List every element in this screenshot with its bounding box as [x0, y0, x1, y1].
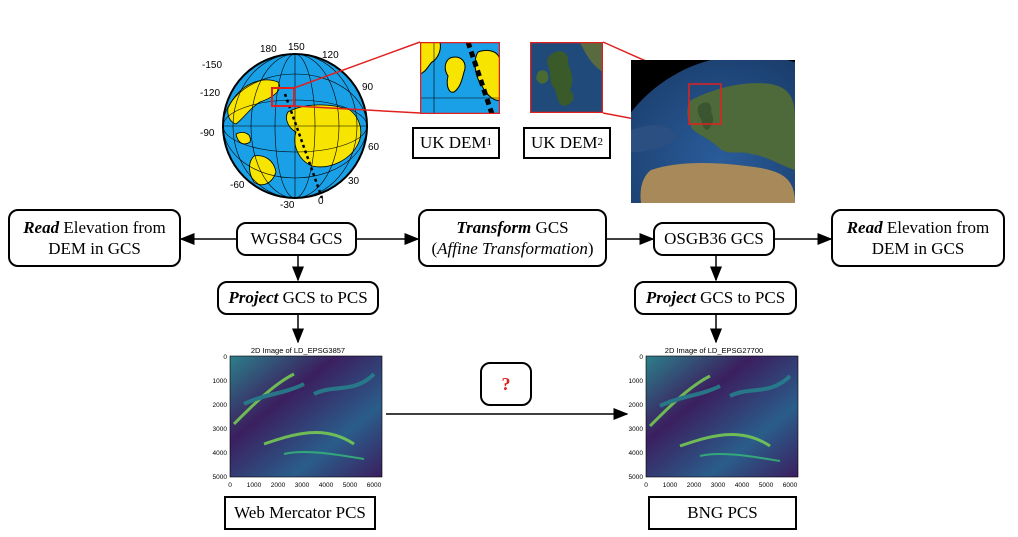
uk-highlight-box: [688, 83, 722, 125]
x-tick: 5000: [759, 482, 774, 489]
uk-highlight-box: [271, 87, 295, 107]
y-tick: 2000: [629, 402, 644, 409]
y-tick: 1000: [629, 378, 644, 385]
uk-dem-1-text: UK DEM: [419, 133, 487, 153]
satellite-earth-image: [631, 60, 795, 203]
transform-emphasis: Transform: [456, 217, 532, 237]
uk-dem-2-text: UK DEM: [530, 133, 598, 153]
read-emphasis: Read: [846, 217, 883, 237]
question-mark: ?: [501, 373, 511, 394]
globe-illustration: -150 -120 -90 -60 -30 180 150 120 90 60 …: [200, 42, 380, 211]
lon-label: 150: [288, 42, 305, 53]
x-tick: 0: [644, 482, 648, 489]
read-line2: DEM in GCS: [871, 239, 965, 258]
lon-label: 90: [362, 82, 374, 93]
y-tick: 1000: [213, 378, 228, 385]
x-tick: 5000: [343, 482, 358, 489]
y-tick: 2000: [213, 402, 228, 409]
project-emphasis: Project: [228, 288, 279, 308]
lon-label: 180: [260, 44, 277, 55]
x-tick: 6000: [783, 482, 798, 489]
x-tick: 6000: [367, 482, 382, 489]
uk-dem-2-label: UK DEM 2: [523, 127, 611, 159]
web-mercator-pcs-box: Web Mercator PCS: [224, 496, 376, 530]
project-rest: GCS to PCS: [695, 288, 786, 308]
lon-label: -60: [230, 180, 245, 191]
lon-label: 60: [368, 142, 380, 153]
osgb36-gcs-box: OSGB36 GCS: [653, 222, 775, 256]
read-elevation-right-box: Read Elevation from DEM in GCS: [831, 209, 1005, 267]
plot-title: 2D Image of LD_EPSG3857: [251, 346, 345, 355]
transform-paren-open: (: [431, 239, 438, 258]
bng-pcs-box: BNG PCS: [648, 496, 797, 530]
lon-label: 0: [318, 196, 324, 207]
x-tick: 4000: [319, 482, 334, 489]
lon-label: 30: [348, 176, 360, 187]
y-tick: 3000: [213, 426, 228, 433]
read-line2: DEM in GCS: [48, 239, 141, 258]
transform-affine: Affine Transformation: [437, 239, 588, 258]
lon-label: -120: [200, 88, 220, 99]
dem-plot-left: 2D Image of LD_EPSG3857 0 1000 2000 3000…: [213, 346, 383, 489]
bng-text: BNG PCS: [687, 503, 758, 523]
y-tick: 5000: [213, 474, 228, 481]
y-tick: 5000: [629, 474, 644, 481]
lon-label: -150: [202, 60, 222, 71]
x-tick: 1000: [247, 482, 262, 489]
lon-label: 120: [322, 50, 339, 61]
uk-dem-1-superscript: 1: [486, 136, 493, 149]
read-elevation-left-box: Read Elevation from DEM in GCS: [8, 209, 181, 267]
y-tick: 3000: [629, 426, 644, 433]
lon-label: -90: [200, 128, 215, 139]
project-rest: GCS to PCS: [278, 288, 368, 308]
read-emphasis: Read: [23, 217, 60, 237]
read-rest: Elevation from: [59, 217, 166, 237]
x-tick: 3000: [711, 482, 726, 489]
y-tick: 4000: [629, 450, 644, 457]
wgs84-gcs-box: WGS84 GCS: [236, 222, 357, 256]
web-mercator-text: Web Mercator PCS: [234, 503, 366, 523]
x-tick: 2000: [687, 482, 702, 489]
osgb36-text: OSGB36 GCS: [664, 229, 764, 249]
question-box: ?: [480, 362, 532, 406]
transform-rest: GCS: [531, 217, 569, 237]
uk-dem-1-label: UK DEM 1: [412, 127, 500, 159]
dem-plot-right: 2D Image of LD_EPSG27700 0 1000 2000 300…: [629, 346, 799, 489]
uk-dem-2-superscript: 2: [597, 136, 604, 149]
transform-paren-close: ): [587, 239, 594, 258]
wgs84-text: WGS84 GCS: [250, 229, 343, 249]
globe-zoom-inset: [420, 42, 500, 114]
x-tick: 1000: [663, 482, 678, 489]
x-tick: 4000: [735, 482, 750, 489]
y-tick: 0: [639, 354, 643, 361]
project-left-box: Project GCS to PCS: [217, 281, 379, 315]
project-right-box: Project GCS to PCS: [634, 281, 797, 315]
lon-label: -30: [280, 200, 295, 211]
x-tick: 3000: [295, 482, 310, 489]
project-emphasis: Project: [645, 288, 696, 308]
transform-gcs-box: Transform GCS (Affine Transformation): [418, 209, 607, 267]
plot-title: 2D Image of LD_EPSG27700: [665, 346, 763, 355]
x-tick: 0: [228, 482, 232, 489]
x-tick: 2000: [271, 482, 286, 489]
satellite-uk-inset: [530, 42, 603, 113]
y-tick: 0: [223, 354, 227, 361]
read-rest: Elevation from: [882, 217, 990, 237]
y-tick: 4000: [213, 450, 228, 457]
